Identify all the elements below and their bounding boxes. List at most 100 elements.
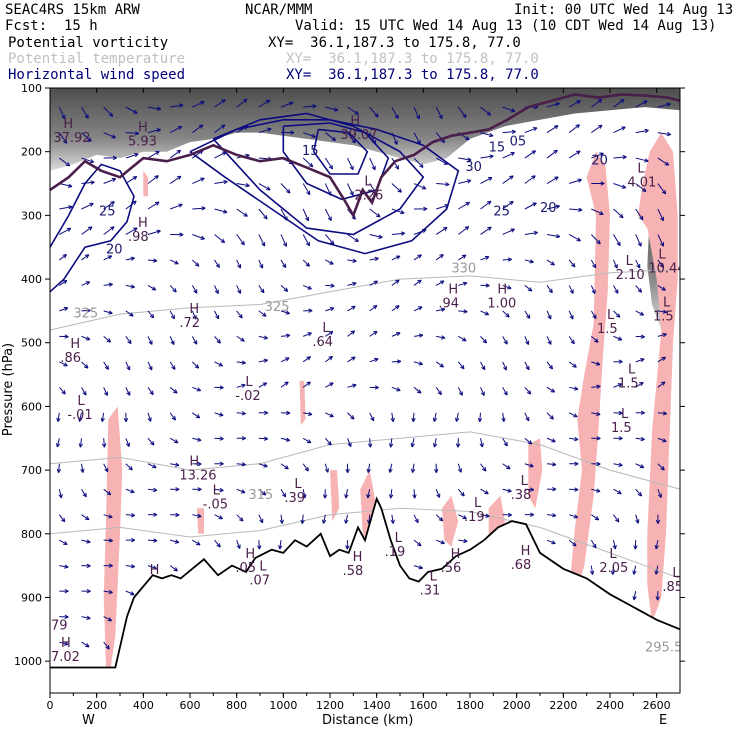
wind-arrow [258, 437, 268, 440]
extremum-marker: H [150, 563, 160, 578]
wind-arrow [125, 590, 135, 596]
extremum-marker: H [521, 544, 531, 559]
wind-arrow [569, 208, 583, 211]
extremum-value: .19 [464, 510, 485, 525]
wind-arrowhead [194, 264, 200, 267]
west-label: W [82, 713, 95, 728]
wind-arrowhead [174, 416, 176, 421]
wind-arrowhead [375, 215, 381, 218]
wind-arrowhead [241, 489, 246, 493]
wind-arrow [369, 233, 383, 239]
wind-arrow [258, 488, 267, 496]
wind-arrow [458, 335, 467, 342]
wind-arrowhead [482, 468, 487, 472]
extremum-value: .86 [60, 351, 81, 366]
wind-arrowhead [82, 392, 87, 396]
wind-arrow [590, 259, 597, 269]
wind-arrow [214, 336, 221, 344]
wind-arrowhead [105, 646, 110, 650]
wind-arrow [103, 255, 112, 261]
wind-arrowhead [664, 164, 669, 166]
extremum-marker: H [353, 550, 363, 565]
wind-arrowhead [178, 126, 183, 131]
wind-arrow [457, 463, 462, 473]
wind-arrow [236, 183, 250, 187]
wind-arrowhead [175, 512, 180, 516]
wind-arrowhead [193, 341, 198, 345]
wind-arrowhead [130, 515, 135, 518]
wind-arrowhead [531, 175, 536, 178]
extremum-value: 10.44 [648, 262, 685, 277]
wind-arrow [591, 124, 603, 133]
wind-arrowhead [286, 357, 290, 362]
wind-arrowhead [462, 115, 467, 119]
wind-arrowhead [63, 644, 69, 646]
wind-arrow [236, 310, 243, 319]
wind-arrowhead [130, 312, 134, 317]
wind-arrowhead [216, 341, 221, 344]
wind-arrow [502, 201, 514, 210]
wind-arrowhead [525, 418, 530, 422]
wind-arrowhead [61, 115, 66, 120]
extremum-marker: L [77, 394, 85, 409]
wind-arrow [657, 333, 667, 337]
wind-arrow [435, 106, 443, 119]
wind-arrow [347, 384, 357, 388]
wind-arrow [435, 489, 440, 498]
wind-arrowhead [662, 466, 665, 471]
wind-arrowhead [374, 114, 379, 118]
wind-arrowhead [389, 469, 393, 473]
wind-arrow [325, 106, 339, 111]
theta-label: 295.5 [645, 641, 682, 656]
wind-arrow [302, 157, 314, 168]
wind-arrow [79, 438, 82, 448]
wind-arrowhead [633, 570, 637, 575]
wind-arrowhead [637, 519, 640, 524]
wind-arrow [480, 336, 487, 344]
wind-arrowhead [556, 102, 560, 107]
wind-arrowhead [108, 516, 113, 519]
wind-arrowhead [241, 436, 246, 439]
wind-arrowhead [367, 519, 370, 524]
wind-arrowhead [640, 334, 645, 338]
wind-arrow [169, 259, 179, 265]
wind-arrow [613, 183, 626, 189]
wind-arrowhead [662, 332, 667, 335]
isotach-label: 05 [510, 134, 527, 149]
wind-arrowhead [640, 357, 645, 360]
wind-arrowhead [327, 443, 332, 446]
extremum-value: .98 [128, 230, 149, 245]
wind-arrow [480, 438, 483, 448]
wind-arrowhead [134, 176, 138, 181]
wind-arrowhead [573, 542, 577, 547]
wind-arrowhead [525, 367, 530, 371]
wind-arrowhead [197, 487, 202, 490]
wind-arrow [81, 361, 89, 369]
wind-arrowhead [511, 108, 516, 112]
wind-arrowhead [131, 284, 135, 288]
wind-arrowhead [238, 315, 243, 319]
wind-arrow [369, 157, 376, 171]
wind-arrow [657, 132, 671, 136]
wind-arrowhead [390, 494, 394, 499]
wind-arrow [524, 231, 538, 235]
wind-arrow [125, 336, 132, 344]
wind-arrowhead [412, 469, 416, 473]
extremum-value: 1.5 [597, 322, 618, 337]
wind-arrowhead [418, 389, 422, 394]
wind-arrowhead [258, 545, 262, 550]
wind-arrow [192, 437, 202, 441]
wind-arrowhead [416, 391, 422, 394]
wind-arrowhead [510, 201, 514, 206]
wind-arrow [436, 204, 449, 210]
wind-arrowhead [259, 265, 263, 269]
wind-arrowhead [485, 490, 489, 494]
wind-arrow [191, 310, 197, 320]
legend-pv-name: Potential vorticity [8, 35, 169, 51]
wind-arrowhead [418, 254, 422, 259]
wind-arrow [412, 463, 415, 473]
wind-arrow [635, 310, 644, 316]
wind-arrowhead [439, 365, 444, 368]
wind-arrowhead [330, 413, 334, 417]
